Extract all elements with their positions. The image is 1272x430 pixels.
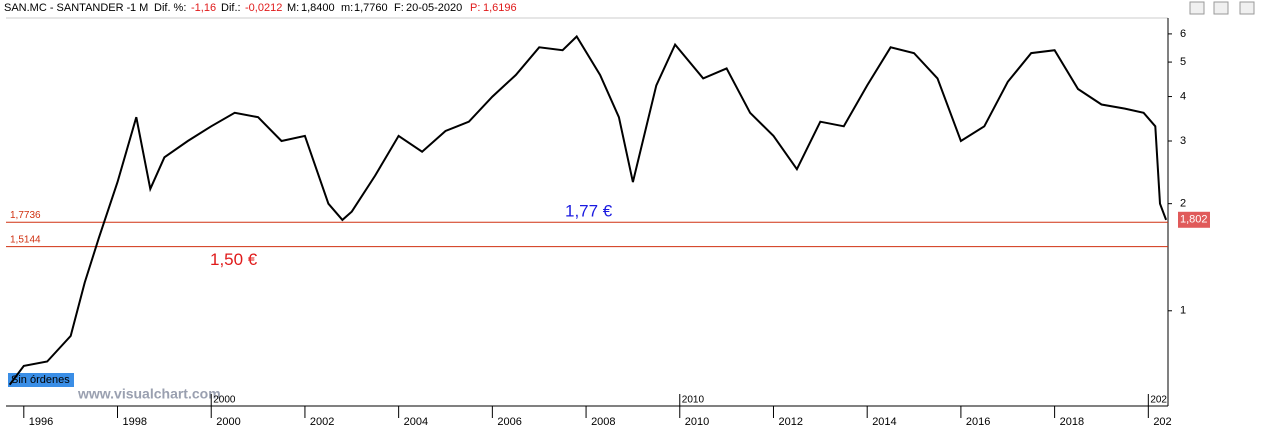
label: M:: [287, 2, 299, 14]
y-tick-label: 3: [1180, 135, 1186, 147]
last-price-tag: [1178, 211, 1210, 228]
close-button[interactable]: [1239, 1, 1255, 15]
status: Sin órdenes: [11, 374, 70, 386]
value: -1,16: [191, 2, 216, 14]
last-price-label: 1,802: [1180, 214, 1208, 226]
y-tick-label: 6: [1180, 28, 1186, 40]
x-tick-label: 1996: [29, 416, 53, 428]
y-tick-label: 4: [1180, 90, 1186, 102]
x-tick-label: 2010: [685, 416, 709, 428]
value: 1,6196: [483, 2, 517, 14]
label: m:: [341, 2, 353, 14]
x-tick-label: 2000: [216, 416, 240, 428]
x-tick-label: 2016: [966, 416, 990, 428]
x-tick-label: 2006: [497, 416, 521, 428]
status-badge: [8, 373, 74, 387]
x-tick-label: 202: [1150, 395, 1167, 406]
x-tick-label: 202: [1153, 416, 1171, 428]
window-buttons[interactable]: [1189, 1, 1255, 15]
x-tick-label: 2000: [213, 395, 236, 406]
annotation: 1,77 €: [565, 202, 613, 221]
label: F:: [394, 2, 404, 14]
x-tick-label: 2008: [591, 416, 615, 428]
label: Dif. %:: [154, 2, 186, 14]
minimize-button[interactable]: [1189, 1, 1205, 15]
restore-button[interactable]: [1213, 1, 1229, 15]
x-tick-label: 2002: [310, 416, 334, 428]
y-tick-label: 5: [1180, 56, 1186, 68]
x-tick-label: 2012: [778, 416, 802, 428]
value: -0,0212: [245, 2, 282, 14]
x-tick-label: 2018: [1060, 416, 1084, 428]
support-label: 1,7736: [10, 210, 41, 221]
period: 1 M: [130, 2, 148, 14]
value: 20-05-2020: [406, 2, 462, 14]
x-tick-label: 2004: [404, 416, 428, 428]
value: 1,8400: [301, 2, 335, 14]
header: SAN.MC - SANTANDER - 1 M Dif. %: -1,16 D…: [4, 2, 517, 14]
x-tick-label: 1998: [123, 416, 147, 428]
label: P:: [470, 2, 480, 14]
y-tick-label: 1: [1180, 305, 1186, 317]
support-label: 1,5144: [10, 234, 41, 245]
annotation: 1,50 €: [210, 250, 258, 269]
price-line: [8, 34, 1168, 386]
value: 1,7760: [354, 2, 388, 14]
x-tick-label: 2010: [682, 395, 705, 406]
x-tick-label: 2014: [872, 416, 896, 428]
label: Dif.:: [221, 2, 241, 14]
watermark: www.visualchart.com: [77, 386, 221, 402]
y-tick-label: 2: [1180, 198, 1186, 210]
symbol: SAN.MC - SANTANDER -: [4, 2, 131, 14]
